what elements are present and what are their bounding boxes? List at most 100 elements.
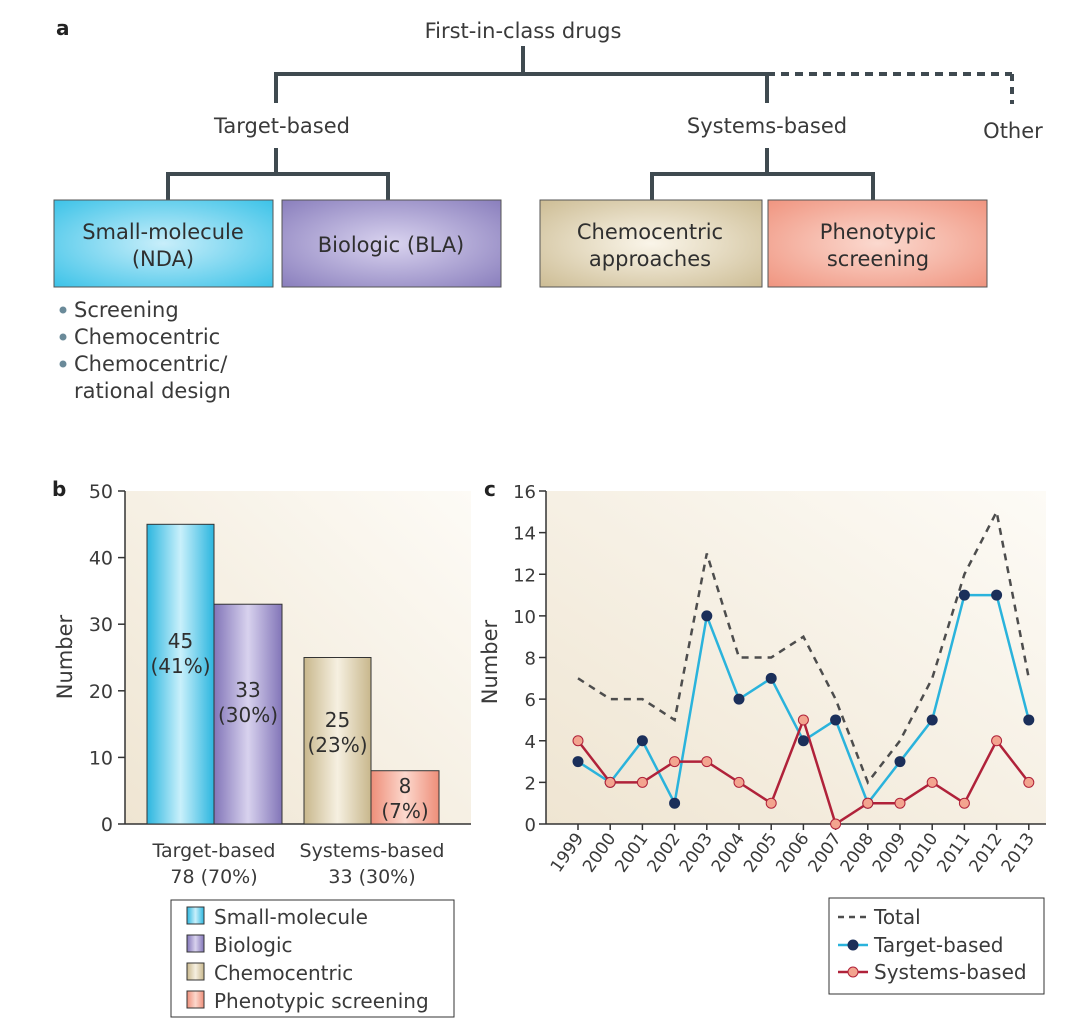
point-systems-based: [862, 797, 874, 809]
point-systems-based: [765, 797, 777, 809]
legend-label-total: Total: [873, 905, 921, 929]
point-systems-based: [572, 735, 584, 747]
bullet-dot: [59, 333, 67, 341]
line-x-tick-label: 2000: [579, 829, 620, 876]
legend-label-phenotypic: Phenotypic screening: [214, 989, 429, 1013]
point-target-based: [830, 714, 842, 726]
bar-percent-label: (23%): [307, 733, 367, 757]
point-systems-based: [926, 776, 938, 788]
bar-y-tick-label: 20: [89, 681, 113, 703]
chemocentric-box-line2: approaches: [589, 247, 711, 271]
line-y-tick-label: 6: [525, 690, 536, 711]
legend-swatch-small-molecule: [186, 906, 205, 925]
point-systems-based: [894, 797, 906, 809]
line-x-tick-label: 2011: [933, 829, 974, 876]
point-target-based: [894, 756, 906, 768]
line-y-tick-label: 12: [513, 565, 536, 586]
legend-swatch-chemocentric: [186, 962, 205, 981]
line-legend: Total Target-based Systems-based: [828, 897, 1045, 995]
bar-value-label: 33: [235, 678, 260, 702]
point-systems-based: [958, 797, 970, 809]
bar-biologic: [213, 603, 283, 825]
panel-c: c 02468101214161999200020012002200320042…: [478, 477, 1046, 995]
bar-marks: 45(41%) 33(30%) 25(23%) 8(7%): [146, 523, 440, 825]
series-line-total: [577, 508, 1031, 785]
line-x-tick-label: 2005: [740, 829, 781, 876]
bar-percent-label: (7%): [381, 799, 428, 823]
bullet-dot: [59, 306, 67, 314]
biologic-box: [281, 199, 502, 288]
systems-based-label: Systems-based: [687, 114, 847, 138]
line-y-tick-label: 2: [525, 773, 536, 794]
panel-c-label: c: [484, 477, 496, 501]
legend-label-target: Target-based: [873, 933, 1003, 957]
line-x-tick-label: 2006: [772, 829, 813, 876]
line-x-tick-label: 1999: [547, 829, 588, 876]
line-x-tick-label: 2009: [869, 829, 910, 876]
point-target-based: [991, 589, 1003, 601]
line-y-tick-label: 8: [525, 649, 536, 670]
line-plot-background: [546, 491, 1046, 824]
point-systems-based: [991, 735, 1003, 747]
panel-a-label: a: [56, 16, 70, 40]
bullet-item: Screening: [74, 298, 179, 322]
line-x-tick-label: 2008: [837, 829, 878, 876]
phenotypic-box-line2: screening: [827, 247, 929, 271]
point-systems-based: [1023, 776, 1035, 788]
panel-b: b 0 10 20 30 40 50 45(41%) 33(30%) 25(23%) 8(7%)…: [52, 477, 471, 1018]
line-x-tick-label: 2001: [611, 829, 652, 876]
line-y-tick-label: 0: [525, 815, 536, 836]
small-molecule-box-line1: Small-molecule: [82, 220, 244, 244]
bar-y-tick-label: 50: [89, 481, 113, 503]
point-systems-based: [701, 756, 713, 768]
line-x-tick-label: 2003: [676, 829, 717, 876]
panel-a: a First-in-class drugs Target-based Syst…: [53, 16, 1043, 403]
bar-y-tick-label: 10: [89, 747, 113, 769]
point-target-based: [1023, 714, 1035, 726]
target-based-label: Target-based: [213, 114, 350, 138]
bullet-item-continuation: rational design: [74, 379, 231, 403]
legend-label-biologic: Biologic: [214, 933, 293, 957]
legend-label-small-molecule: Small-molecule: [214, 905, 368, 929]
point-target-based: [926, 714, 938, 726]
phenotypic-box-line1: Phenotypic: [820, 220, 936, 244]
point-target-based: [701, 610, 713, 622]
line-y-tick-label: 10: [513, 607, 536, 628]
bar-value-label: 25: [325, 708, 350, 732]
bar-chemocentric: [303, 657, 372, 825]
line-y-tick-label: 16: [513, 482, 536, 503]
point-target-based: [636, 735, 648, 747]
point-systems-based: [733, 776, 745, 788]
line-x-tick-label: 2012: [965, 829, 1006, 876]
bar-phenotypic-screening: [370, 770, 440, 825]
chemocentric-box-line1: Chemocentric: [577, 220, 723, 244]
bullet-list: Screening Chemocentric Chemocentric/ rat…: [59, 298, 231, 403]
line-y-tick-label: 14: [513, 524, 536, 545]
tree-connectors: [166, 46, 1014, 200]
phenotypic-box: [767, 199, 988, 288]
group-label-target: Target-based: [152, 840, 276, 862]
point-systems-based: [830, 818, 842, 830]
point-systems-based: [604, 776, 616, 788]
bar-y-tick-label: 0: [101, 814, 113, 836]
point-systems-based: [797, 714, 809, 726]
line-x-tick-label: 2007: [804, 829, 845, 876]
legend-swatch-phenotypic: [186, 990, 205, 1009]
chemocentric-box: [539, 199, 763, 288]
group-label-systems: Systems-based: [300, 840, 445, 862]
line-x-tick-label: 2010: [901, 829, 942, 876]
point-systems-based: [669, 756, 681, 768]
point-target-based: [733, 693, 745, 705]
bullet-item: Chemocentric/: [74, 352, 228, 376]
bar-legend-frame: [170, 899, 455, 1018]
tree-root-label: First-in-class drugs: [425, 19, 622, 43]
panel-b-label: b: [52, 477, 66, 501]
bullet-item: Chemocentric: [74, 325, 220, 349]
point-systems-based: [636, 776, 648, 788]
bar-percent-label: (30%): [218, 703, 278, 727]
point-target-based: [669, 797, 681, 809]
bar-percent-label: (41%): [150, 654, 210, 678]
line-x-tick-label: 2002: [643, 829, 684, 876]
line-marks: [572, 508, 1035, 830]
